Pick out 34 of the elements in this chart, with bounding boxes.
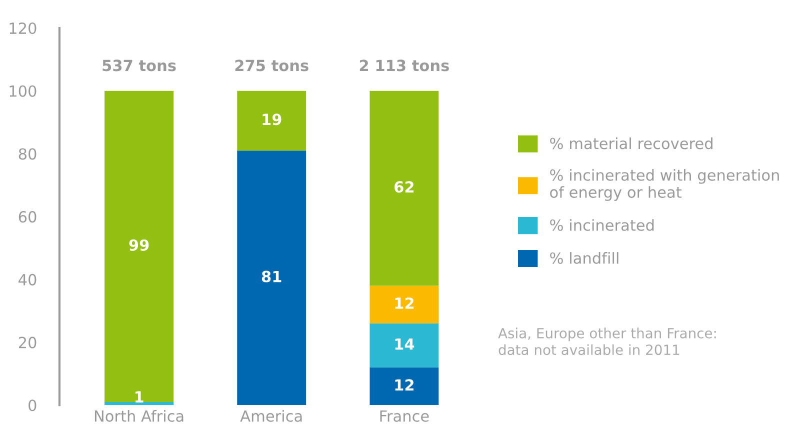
data-label: 12 [395, 379, 414, 390]
legend-label: % incinerated with generation of energy or heat [550, 169, 779, 201]
y-tick-label: 0 [28, 400, 36, 412]
bar [370, 286, 439, 324]
legend-label: % material recovered [550, 137, 712, 150]
data-label: 19 [262, 114, 282, 126]
bar [104, 402, 174, 406]
bar [237, 90, 306, 151]
bar [237, 150, 306, 406]
data-label: 12 [395, 297, 414, 309]
x-tick-label: America [240, 410, 302, 422]
annotation: 2 113 tons [360, 60, 449, 72]
annotation: 275 tons [235, 60, 308, 72]
data-label: 99 [129, 239, 149, 251]
text: Asia, Europe other than France: data not available in 2011 [498, 328, 716, 356]
x-tick-label: North Africa [94, 410, 184, 422]
y-tick-label: 20 [18, 336, 36, 348]
x-tick-label: France [380, 410, 429, 422]
data-label: 81 [262, 270, 282, 282]
bar [370, 90, 439, 286]
bar [104, 90, 174, 402]
y-tick-label: 60 [18, 211, 36, 223]
data-label: 14 [395, 338, 414, 350]
legend-label: % landfill [550, 252, 618, 264]
bar [370, 323, 439, 368]
data-label: 62 [394, 181, 414, 193]
legend-label: % incinerated [550, 219, 654, 231]
y-tick-label: 100 [10, 85, 36, 97]
y-tick-label: 120 [10, 22, 36, 34]
y-tick-label: 40 [18, 274, 36, 286]
annotation: 537 tons [102, 60, 176, 72]
bar [370, 367, 439, 406]
y-tick-label: 80 [18, 148, 36, 160]
data-label: 1 [135, 391, 144, 402]
